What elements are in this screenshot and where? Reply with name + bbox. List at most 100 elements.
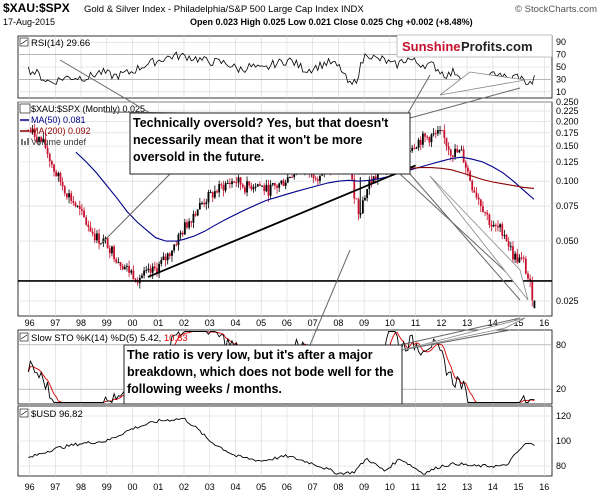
price-candle-body bbox=[91, 231, 94, 234]
sto-tick-label: 20 bbox=[556, 384, 566, 394]
price-candle-body bbox=[35, 136, 38, 143]
price-candle-body bbox=[486, 212, 489, 215]
price-candle-body bbox=[276, 185, 278, 188]
ma50-line bbox=[75, 151, 535, 242]
year-tick-label: 09 bbox=[359, 482, 369, 492]
bottom-callout: The ratio is very low, but it's after a … bbox=[123, 344, 403, 405]
price-candle-body bbox=[263, 185, 266, 192]
year-tick-label: 15 bbox=[514, 482, 524, 492]
year-tick-label: 11 bbox=[411, 482, 420, 492]
price-candle-body bbox=[70, 193, 73, 201]
price-candle-body bbox=[235, 182, 238, 184]
price-tick-label: 0.050 bbox=[556, 236, 579, 246]
year-tick-label: 99 bbox=[102, 482, 112, 492]
year-tick-label: 98 bbox=[76, 482, 86, 492]
price-candle-body bbox=[222, 185, 225, 191]
price-candle-body bbox=[267, 184, 270, 196]
price-candle-body bbox=[192, 213, 195, 223]
price-candle-body bbox=[119, 262, 122, 267]
price-candle-body bbox=[454, 148, 456, 157]
price-candle-body bbox=[447, 146, 450, 150]
year-tick-label: 01 bbox=[153, 482, 163, 492]
price-candle-body bbox=[376, 173, 379, 179]
price-candle-body bbox=[98, 233, 100, 244]
price-candle-body bbox=[432, 133, 435, 135]
price-candle-body bbox=[357, 199, 360, 215]
year-tick-label: 08 bbox=[333, 482, 343, 492]
price-candle-body bbox=[104, 237, 107, 239]
year-tick-label: 00 bbox=[128, 482, 138, 492]
price-candle-body bbox=[42, 139, 45, 142]
year-tick-label: 01 bbox=[153, 318, 163, 328]
price-candle-body bbox=[469, 171, 471, 181]
grid-lines bbox=[18, 36, 552, 476]
price-candle-body bbox=[175, 244, 178, 246]
price-candle-body bbox=[128, 265, 130, 273]
year-tick-label: 16 bbox=[539, 318, 549, 328]
price-candle-body bbox=[231, 181, 233, 185]
price-candle-body bbox=[29, 130, 32, 133]
price-candle-body bbox=[471, 180, 474, 191]
year-tick-label: 04 bbox=[230, 318, 240, 328]
price-candle-body bbox=[106, 237, 109, 249]
sto-label: Slow STO %K(14) %D(5) 5.42, 10.83 bbox=[19, 332, 188, 344]
callout-pointer-line bbox=[409, 87, 521, 119]
price-candle-body bbox=[503, 234, 506, 236]
price-candle-body bbox=[524, 258, 527, 274]
price-candle-body bbox=[314, 178, 317, 180]
year-tick-label: 15 bbox=[514, 318, 524, 328]
year-tick-label: 07 bbox=[308, 482, 318, 492]
watermark: © StockCharts.com bbox=[515, 4, 597, 15]
price-candle-body bbox=[456, 148, 459, 153]
price-candle-body bbox=[445, 137, 448, 147]
main-legend: $XAU:$SPX (Monthly) 0.025 MA(50) 0.081 M… bbox=[19, 103, 145, 147]
price-tick-label: 0.125 bbox=[556, 157, 579, 167]
price-candle-body bbox=[203, 202, 206, 205]
price-candle-body bbox=[194, 213, 197, 216]
year-tick-label: 03 bbox=[205, 482, 215, 492]
price-candle-body bbox=[460, 149, 463, 151]
price-candle-body bbox=[207, 192, 210, 203]
price-candle-body bbox=[48, 153, 51, 162]
price-candle-body bbox=[475, 192, 478, 198]
year-tick-label: 96 bbox=[25, 482, 35, 492]
year-tick-label: 13 bbox=[462, 318, 472, 328]
price-candle-body bbox=[241, 184, 244, 188]
callout-pointer-line bbox=[59, 59, 151, 114]
price-candle-body bbox=[85, 217, 88, 225]
price-candle-body bbox=[374, 176, 377, 179]
price-tick-label: 0.225 bbox=[556, 106, 579, 116]
price-candle-body bbox=[514, 253, 517, 260]
usd-line bbox=[28, 417, 535, 476]
price-candle-body bbox=[151, 266, 154, 273]
chart-description: Gold & Silver Index - Philadelphia/S&P 5… bbox=[84, 4, 364, 15]
price-candle-body bbox=[426, 136, 429, 138]
svg-text:Volume undef: Volume undef bbox=[31, 137, 87, 147]
price-candle-body bbox=[226, 182, 229, 184]
price-candle-body bbox=[81, 209, 83, 211]
price-candle-body bbox=[46, 147, 49, 154]
price-candle-body bbox=[211, 192, 214, 198]
price-candle-body bbox=[50, 161, 53, 165]
price-candle-body bbox=[74, 202, 77, 207]
year-tick-label: 97 bbox=[50, 318, 60, 328]
price-candle-body bbox=[259, 184, 261, 186]
price-candle-body bbox=[59, 172, 62, 182]
price-candle-body bbox=[134, 279, 137, 281]
price-candle-body bbox=[168, 253, 171, 256]
price-candle-body bbox=[439, 130, 441, 132]
price-candle-body bbox=[437, 130, 439, 134]
price-candle-body bbox=[205, 202, 208, 205]
callout-pointer-line bbox=[407, 74, 431, 114]
price-candle-body bbox=[316, 179, 319, 181]
price-candle-body bbox=[505, 234, 508, 242]
price-candle-body bbox=[218, 184, 221, 193]
price-candle-body bbox=[239, 177, 242, 185]
price-candle-body bbox=[228, 182, 231, 185]
year-tick-label: 05 bbox=[256, 482, 266, 492]
price-candle-body bbox=[482, 206, 484, 213]
year-tick-label: 03 bbox=[205, 318, 215, 328]
pointer-highlight bbox=[401, 317, 526, 351]
